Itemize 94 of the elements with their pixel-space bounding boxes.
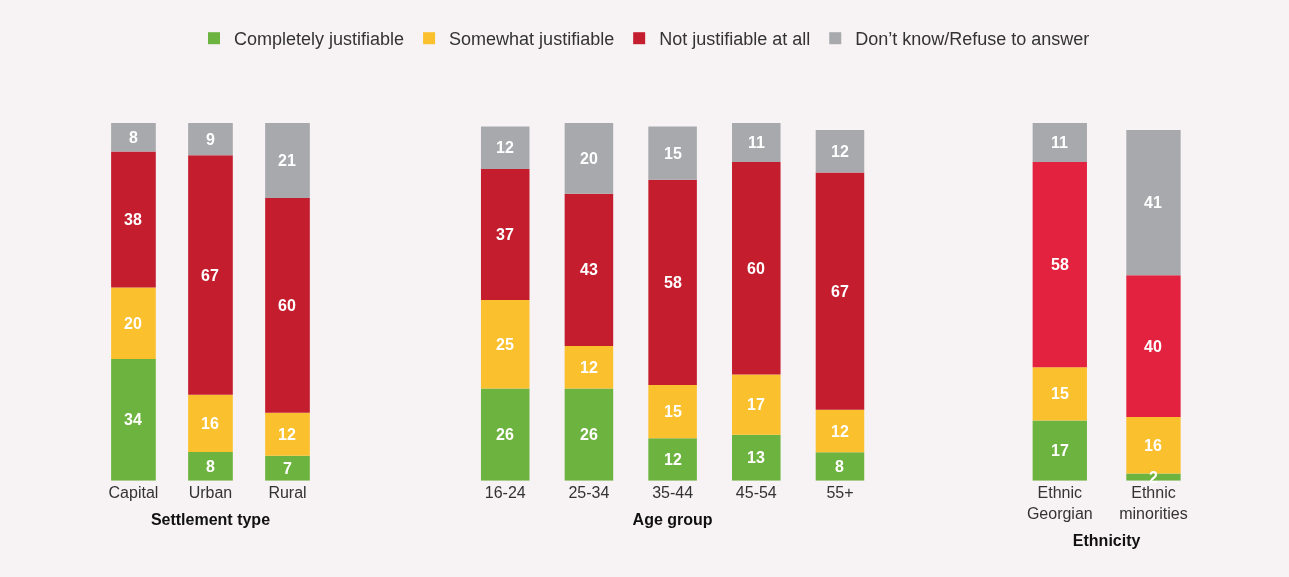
bar [480, 169, 530, 301]
bar [1126, 275, 1181, 417]
bar [265, 455, 310, 481]
x-tick-label: 25-34 [568, 483, 610, 501]
bar [1032, 161, 1087, 368]
x-tick-label: 55+ [826, 483, 854, 501]
data-label: 8 [129, 129, 138, 146]
data-label: 26 [580, 426, 598, 443]
bar [1032, 122, 1087, 162]
data-label: 34 [124, 411, 142, 428]
data-label: 12 [831, 423, 849, 440]
data-label: 37 [496, 226, 514, 243]
data-label: 8 [206, 458, 215, 475]
bar [564, 346, 614, 389]
bar [564, 193, 614, 347]
bar [815, 452, 865, 481]
data-label: 13 [747, 449, 765, 466]
bar [815, 172, 865, 410]
legend-label: Don’t know/Refuse to answer [855, 29, 1090, 50]
data-label: 12 [496, 139, 514, 156]
data-label: 8 [835, 458, 844, 475]
bar [188, 155, 233, 395]
bar [815, 409, 865, 453]
bar [564, 122, 614, 194]
data-label: 41 [1144, 194, 1162, 211]
data-label: 58 [1051, 256, 1069, 273]
bar [1126, 130, 1181, 276]
data-label: 20 [580, 150, 598, 167]
bar [480, 388, 530, 481]
bar [111, 151, 156, 288]
data-label: 17 [1051, 442, 1069, 459]
x-axis-title: Ethnicity [1072, 532, 1141, 550]
x-axis-title: Settlement type [150, 511, 271, 529]
bar [188, 122, 233, 156]
bar [480, 300, 530, 389]
x-tick-label: 35-44 [652, 483, 694, 501]
data-label: 15 [664, 145, 682, 162]
bar [265, 198, 310, 413]
data-label: 67 [201, 267, 219, 284]
x-tick-label: Ethnic minorities [1119, 483, 1188, 522]
data-label: 12 [580, 359, 598, 376]
bar [1032, 420, 1087, 481]
bar [111, 359, 156, 481]
bar [732, 434, 781, 481]
data-label: 60 [278, 297, 296, 314]
x-tick-label: 45-54 [735, 483, 777, 501]
data-label: 25 [496, 336, 514, 353]
bar [480, 126, 530, 170]
data-label: 21 [278, 152, 296, 169]
data-label: 38 [124, 211, 142, 228]
x-axis-title: Age group [632, 511, 713, 529]
bar [648, 438, 697, 481]
bar [732, 161, 781, 375]
bar [815, 130, 865, 173]
data-label: 60 [747, 260, 765, 277]
bar [648, 385, 697, 439]
bar [188, 394, 233, 453]
data-label: 16 [201, 415, 219, 432]
bar [265, 412, 310, 456]
data-label: 16 [1144, 437, 1162, 454]
data-label: 12 [664, 451, 682, 468]
bar [1032, 367, 1087, 421]
x-tick-label: Ethnic Georgian [1026, 483, 1093, 522]
bar [732, 374, 781, 435]
bar [111, 122, 156, 152]
x-tick-label: 16-24 [484, 483, 526, 501]
data-label: 40 [1144, 338, 1162, 355]
bar [648, 179, 697, 386]
bar [564, 388, 614, 481]
legend-label: Somewhat justifiable [449, 29, 615, 50]
data-label: 26 [496, 426, 514, 443]
data-label: 43 [580, 261, 598, 278]
data-label: 12 [831, 143, 849, 160]
data-label: 11 [748, 134, 766, 151]
legend-label: Completely justifiable [234, 29, 405, 50]
data-label: 11 [1051, 134, 1069, 151]
data-label: 58 [664, 274, 682, 291]
data-label: 9 [206, 131, 215, 148]
data-label: 15 [1051, 385, 1069, 402]
bar [648, 126, 697, 180]
x-tick-label: Rural [268, 483, 307, 501]
bar [111, 287, 156, 360]
bar [732, 122, 781, 162]
data-label: 15 [664, 403, 682, 420]
bar [188, 452, 233, 481]
data-label: 20 [124, 315, 142, 332]
x-tick-label: Capital [108, 483, 159, 501]
data-label: 7 [283, 460, 292, 477]
data-label: 17 [747, 396, 765, 413]
data-label: 12 [278, 426, 296, 443]
x-tick-label: Urban [188, 483, 233, 501]
data-label: 67 [831, 283, 849, 300]
legend-label: Not justifiable at all [659, 29, 811, 50]
bar [265, 122, 310, 199]
